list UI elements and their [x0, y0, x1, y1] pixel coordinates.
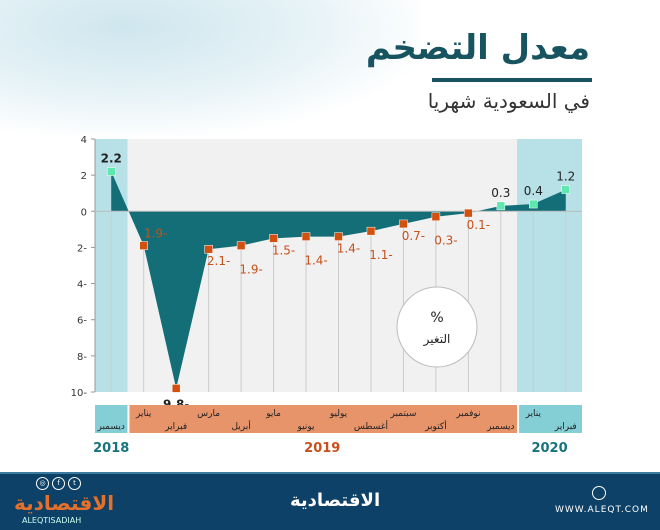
month-label: يناير: [525, 409, 542, 419]
chart-title: معدل التضخم: [365, 28, 590, 68]
footer: ◎ f t الاقتصادية ALEQTISADIAH الاقتصادية…: [0, 472, 660, 530]
data-label: 1.5-: [272, 243, 295, 257]
y-tick-label: 8-: [77, 352, 87, 363]
inflation-chart: 4202-4-6-8-10-2.21.9-9.8-2.1-1.9-1.5-1.4…: [71, 135, 582, 456]
y-tick-label: 2: [81, 171, 87, 182]
year-label: 2020: [531, 441, 567, 456]
month-label: أكتوبر: [424, 420, 447, 432]
footer-logo: الاقتصادية: [14, 491, 115, 515]
data-label: 1.2: [556, 170, 575, 184]
data-point: [301, 232, 311, 241]
data-label: 1.1-: [369, 248, 392, 262]
y-tick-label: 6-: [77, 316, 87, 327]
y-tick-label: 2-: [77, 243, 87, 254]
data-label: 0.7-: [402, 229, 425, 243]
band-2020: [517, 139, 582, 392]
data-point: [431, 212, 441, 221]
instagram-icon[interactable]: ◎: [36, 477, 49, 490]
data-point: [561, 185, 571, 194]
month-label: سبتمبر: [390, 409, 417, 419]
month-label: ديسمبر: [486, 422, 514, 432]
month-label: أبريل: [231, 420, 250, 432]
month-label: مارس: [197, 409, 220, 419]
month-label: فبراير: [164, 422, 187, 432]
y-tick-label: 10-: [71, 388, 88, 399]
month-label: نوفمبر: [455, 409, 480, 419]
title-underline: [432, 78, 592, 82]
month-label: أغسطس: [354, 420, 388, 432]
month-bar-2018: [95, 405, 128, 433]
header-background-image: [0, 0, 420, 135]
data-label: 1.4-: [337, 242, 360, 256]
data-point: [269, 234, 278, 243]
month-label: يناير: [135, 409, 152, 419]
unit-caption: التغير: [423, 332, 451, 347]
facebook-icon[interactable]: f: [52, 477, 65, 490]
month-label: يوليو: [329, 409, 348, 419]
unit-label: %: [430, 310, 443, 326]
data-point: [529, 199, 538, 209]
website-link[interactable]: WWW.ALEQT.COM: [555, 505, 649, 515]
data-point: [334, 232, 343, 241]
year-label: 2019: [304, 441, 340, 456]
data-point: [171, 384, 181, 393]
data-label: 2.1-: [207, 254, 230, 268]
web-icon: [592, 486, 606, 500]
data-label: 1.4-: [304, 254, 327, 268]
data-point: [366, 226, 376, 236]
data-label: 1.9-: [239, 263, 262, 277]
data-label: 0.3: [491, 186, 510, 200]
month-bar-2019: [129, 405, 518, 433]
center-logo: الاقتصادية: [290, 490, 381, 511]
data-label: 0.1-: [467, 218, 490, 232]
data-point: [236, 241, 246, 250]
y-tick-label: 4: [81, 135, 87, 146]
data-point: [139, 241, 148, 250]
month-label: مايو: [265, 409, 281, 419]
twitter-icon[interactable]: t: [68, 477, 81, 490]
month-label: يونيو: [297, 422, 316, 432]
y-tick-label: 4-: [77, 280, 87, 291]
data-point: [399, 219, 408, 229]
data-point: [464, 208, 473, 218]
inflation-area: [111, 171, 566, 389]
social-handle: ALEQTISADIAH: [22, 516, 82, 525]
data-label: 1.9-: [144, 227, 167, 241]
data-point: [204, 244, 213, 254]
data-point: [106, 167, 116, 176]
year-label: 2018: [93, 441, 129, 456]
data-label: 0.4: [524, 184, 543, 198]
month-bar-2020: [519, 405, 582, 433]
y-tick-label: 0: [81, 207, 87, 218]
unit-badge: [396, 286, 478, 368]
data-label: 0.3-: [434, 234, 457, 248]
month-label: فبراير: [554, 422, 577, 432]
data-point: [496, 201, 506, 211]
month-label: ديسمبر: [97, 422, 125, 432]
data-label: 2.2: [101, 152, 122, 166]
chart-subtitle: في السعودية شهريا: [427, 89, 590, 113]
